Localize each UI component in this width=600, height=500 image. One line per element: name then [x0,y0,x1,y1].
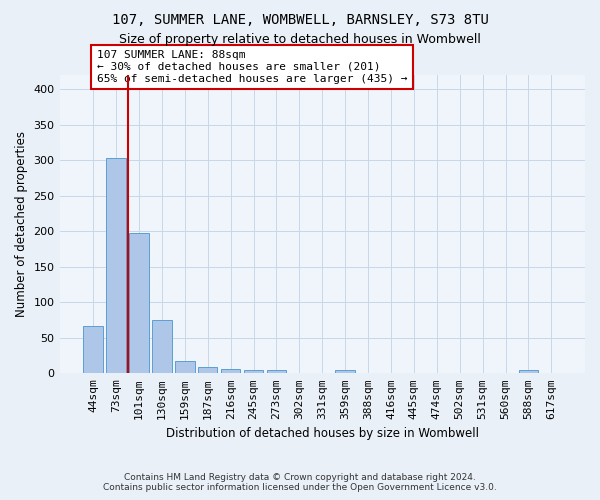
Text: Size of property relative to detached houses in Wombwell: Size of property relative to detached ho… [119,32,481,46]
Bar [244,370,263,374]
Bar [83,326,103,374]
Bar [335,370,355,374]
Y-axis label: Number of detached properties: Number of detached properties [15,131,28,317]
Bar [221,369,241,374]
Bar [106,158,126,374]
Text: 107 SUMMER LANE: 88sqm
← 30% of detached houses are smaller (201)
65% of semi-de: 107 SUMMER LANE: 88sqm ← 30% of detached… [97,50,407,84]
Bar [519,370,538,374]
Bar [129,234,149,374]
X-axis label: Distribution of detached houses by size in Wombwell: Distribution of detached houses by size … [166,427,479,440]
Text: 107, SUMMER LANE, WOMBWELL, BARNSLEY, S73 8TU: 107, SUMMER LANE, WOMBWELL, BARNSLEY, S7… [112,12,488,26]
Text: Contains HM Land Registry data © Crown copyright and database right 2024.
Contai: Contains HM Land Registry data © Crown c… [103,473,497,492]
Bar [152,320,172,374]
Bar [175,360,194,374]
Bar [198,367,217,374]
Bar [267,370,286,374]
